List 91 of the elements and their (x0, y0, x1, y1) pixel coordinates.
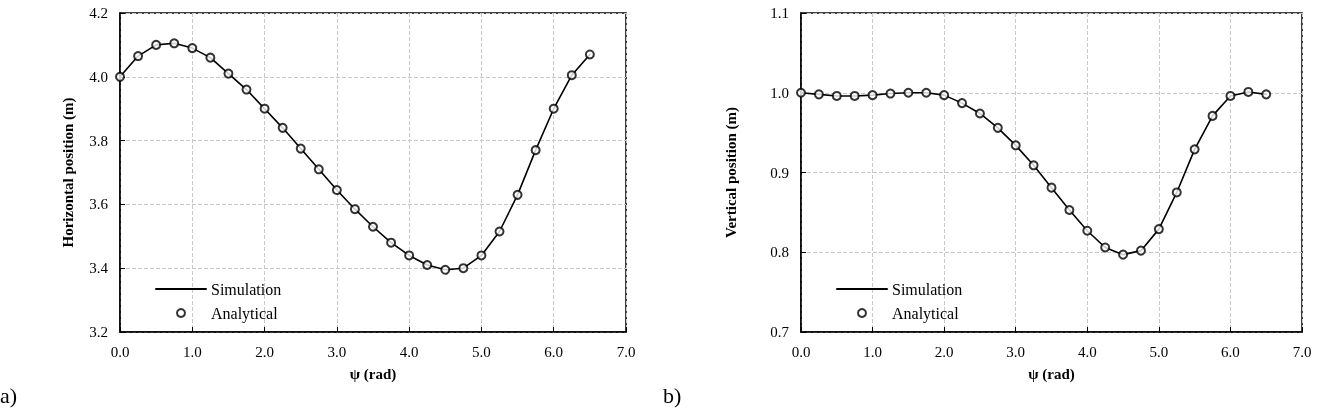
point (957, 98, 968, 109)
point (813, 89, 824, 100)
point (867, 90, 878, 101)
point (133, 51, 144, 62)
x-tick-label: 7.0 (616, 343, 636, 360)
point (530, 145, 541, 156)
x-tick-label: 1.0 (863, 343, 882, 360)
x-tick-label: 0.0 (110, 343, 130, 360)
point (1135, 245, 1146, 256)
point (241, 84, 252, 95)
point (903, 87, 914, 98)
y-tick-label: 4.2 (89, 5, 108, 21)
point (974, 108, 985, 119)
point (476, 250, 487, 261)
x-tick-label: 7.0 (1292, 343, 1312, 360)
x-tick-label: 4.0 (1077, 343, 1097, 360)
text: a) (0, 382, 18, 408)
point (115, 71, 125, 82)
point (422, 260, 433, 271)
x-tick-label: 3.0 (1006, 343, 1026, 360)
point (313, 164, 324, 175)
point (349, 204, 360, 215)
point (368, 221, 378, 232)
point (259, 103, 270, 114)
y-tick-label: 1.1 (770, 5, 789, 21)
point (1225, 90, 1236, 101)
point (1243, 86, 1254, 97)
point (921, 87, 932, 98)
point (849, 90, 860, 101)
y-tick-label: 3.4 (89, 260, 109, 277)
y-tick-label: 3.8 (89, 132, 108, 149)
x-axis-title: ψ (rad) (349, 365, 397, 383)
point (512, 189, 523, 200)
point (205, 52, 216, 63)
point (169, 38, 180, 49)
point (440, 264, 451, 275)
y-tick-label: 4.0 (89, 68, 108, 85)
x-tick-label: 2.0 (934, 343, 954, 360)
point (187, 43, 198, 54)
x-tick-label: 0.0 (791, 343, 811, 360)
point (548, 103, 559, 114)
x-tick-label: 2.0 (255, 343, 274, 360)
point (1118, 249, 1129, 260)
point (1064, 204, 1075, 215)
point (584, 49, 595, 60)
legend-label: Analytical (211, 304, 279, 323)
y-axis-title: Vertical position (m) (722, 106, 740, 239)
point (386, 237, 397, 248)
point (885, 88, 896, 99)
point (1207, 110, 1218, 121)
x-axis-title: ψ (rad) (1028, 365, 1075, 383)
y-tick-label: 0.9 (770, 164, 789, 181)
point (1100, 242, 1111, 253)
point (1046, 182, 1057, 193)
point (831, 90, 842, 101)
point (458, 263, 469, 274)
y-axis-title: Horizontal position (m) (59, 97, 77, 248)
x-tick-label: 4.0 (399, 343, 419, 360)
point (566, 70, 577, 81)
point (1189, 144, 1200, 155)
point (796, 87, 806, 98)
text: b) (663, 382, 682, 408)
x-tick-label: 1.0 (182, 343, 202, 360)
point (939, 90, 950, 101)
legend-label: Simulation (892, 280, 963, 298)
x-tick-label: 6.0 (544, 343, 564, 360)
point (1010, 140, 1021, 151)
y-tick-label: 0.8 (770, 244, 789, 261)
point (1082, 225, 1093, 236)
y-tick-label: 0.7 (770, 324, 790, 340)
x-tick-label: 6.0 (1221, 343, 1240, 360)
y-tick-label: 1.0 (770, 84, 789, 101)
point (494, 226, 505, 237)
point (277, 122, 288, 133)
point (223, 68, 234, 79)
x-tick-label: 5.0 (472, 343, 491, 360)
point (992, 122, 1003, 133)
point (1153, 224, 1164, 235)
point (1171, 187, 1182, 198)
x-tick-label: 3.0 (327, 343, 347, 360)
point (1028, 160, 1039, 171)
point (151, 39, 162, 50)
y-tick-label: 3.2 (89, 324, 108, 340)
legend-label: Analytical (892, 304, 960, 323)
y-tick-label: 3.6 (89, 196, 109, 213)
point (295, 143, 306, 154)
legend-label: Simulation (211, 280, 282, 298)
point (331, 185, 342, 196)
x-tick-label: 5.0 (1149, 343, 1169, 360)
point (1261, 89, 1272, 100)
point (404, 250, 415, 261)
